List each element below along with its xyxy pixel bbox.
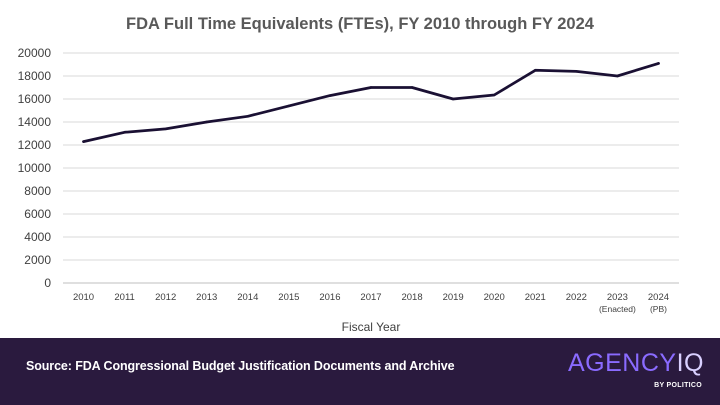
x-tick-label: 2016 [319,292,340,303]
x-tick-label: 2021 [525,292,546,303]
x-tick-label: 2024 [648,292,669,303]
y-tick-label: 16000 [18,92,52,106]
data-point [205,120,208,124]
y-tick-label: 2000 [24,253,51,267]
x-tick-label: 2023 [607,292,628,303]
x-tick-label: 2013 [196,292,217,303]
x-tick-label: 2020 [484,292,505,303]
x-tick-label: 2012 [155,292,176,303]
data-point [164,127,167,131]
data-point [410,86,414,89]
x-tick-label: 2014 [237,292,258,303]
data-point [657,62,660,65]
gridlines [63,52,679,284]
data-point [493,93,496,97]
y-tick-label: 18000 [18,69,52,83]
logo-agency-text: AGENCY [568,349,677,377]
x-axis-tick-labels: 2010 2011 2012 2013 2014 2015 2016 2017 2018 2019… [73,292,669,314]
x-tick-label: 2018 [401,292,422,303]
data-point [369,86,373,89]
footer-bar: Source: FDA Congressional Budget Justifi… [0,338,720,405]
logo-iq-text: IQ [676,349,704,377]
data-point [287,104,291,108]
data-point [123,131,126,134]
y-tick-label: 14000 [18,115,52,129]
x-tick-label: (PB) [650,304,667,314]
agencyiq-logo: AGENCYIQ BY POLITICO [568,349,708,399]
data-point [616,74,619,78]
y-tick-label: 12000 [18,138,52,152]
y-tick-label: 8000 [24,184,51,198]
logo-wordmark: AGENCYIQ [568,349,704,378]
x-tick-label: 2011 [114,292,134,303]
y-tick-label: 10000 [18,161,52,175]
data-point [451,97,455,101]
data-point [328,94,332,97]
series-line [82,62,660,143]
x-tick-label: 2010 [73,292,94,303]
chart-area: FDA Full Time Equivalents (FTEs), FY 201… [18,15,679,334]
data-point [246,115,249,118]
x-tick-label: 2015 [278,292,299,303]
line-chart: FDA Full Time Equivalents (FTEs), FY 201… [18,15,679,334]
x-tick-label: (Enacted) [599,304,636,314]
data-point [534,69,537,72]
series-layer [82,62,660,143]
data-point [82,140,85,143]
y-tick-label: 6000 [24,207,51,221]
y-tick-label: 0 [44,276,51,290]
x-tick-label: 2017 [360,292,381,303]
data-point [575,70,578,73]
x-tick-label: 2019 [443,292,464,303]
source-note: Source: FDA Congressional Budget Justifi… [26,359,455,373]
logo-byline: BY POLITICO [654,382,702,389]
y-axis-tick-labels: 0 2000 4000 6000 8000 10000 12000 14000 16000 180… [18,46,52,290]
chart-title: FDA Full Time Equivalents (FTEs), FY 201… [126,15,595,33]
x-tick-label: 2022 [566,292,587,303]
y-tick-label: 20000 [18,46,52,60]
x-axis-label: Fiscal Year [342,320,401,334]
y-tick-label: 4000 [24,230,51,244]
